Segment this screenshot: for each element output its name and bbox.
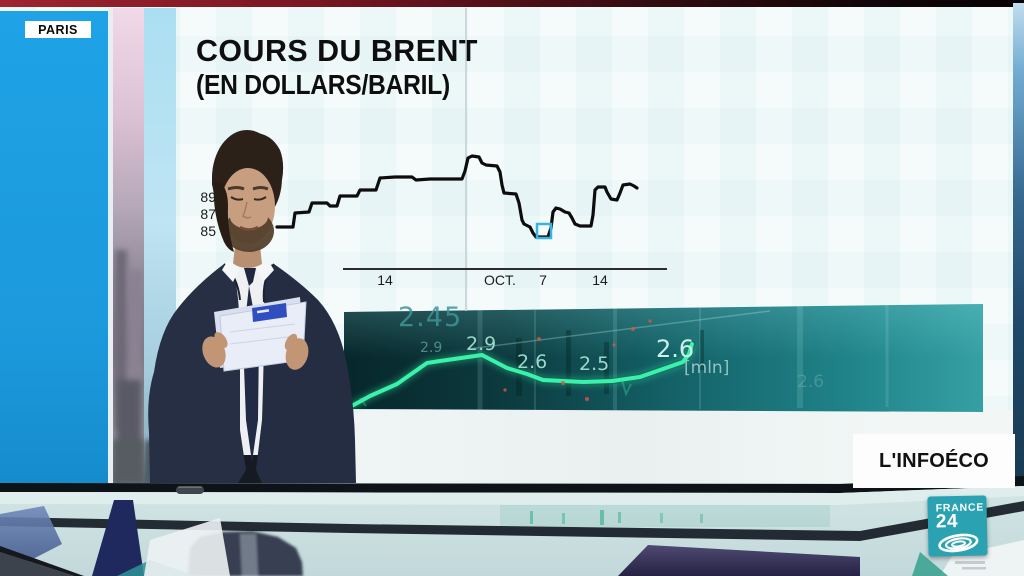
ticker-candle-noise [516,330,704,396]
presenter-eyebrow-left [227,186,245,191]
ticker-gridlines [477,305,889,410]
notes-back-sheet [214,297,304,368]
presenter-reflection [188,531,303,576]
ticker-labels: 2.45 2.9 2.9 2.6 2.5 2.6 [mln] 2.6 [398,302,824,392]
chart-title: COURS DU BRENT [196,33,478,68]
desk-faint-marks [955,561,986,570]
ticker-band-sheen [344,304,983,412]
ticker-trendline [467,310,771,350]
notes-logo-text-mark [256,309,270,314]
right-edge-strip [1013,3,1024,490]
low-point-marker [535,222,553,240]
brent-price-line [275,154,639,239]
panel-gap [108,8,113,483]
desk-remote-object [176,486,204,494]
building-silhouette [117,380,141,450]
presenter-notes [214,297,307,372]
ticker-green-noise [359,379,632,407]
presenter-eye-right [253,196,267,201]
ticker-label: 2.6 [656,335,694,363]
x-tick-label: 7 [539,272,547,288]
x-tick-label: 14 [377,272,393,288]
building-silhouette [144,440,164,483]
collar-right [256,260,274,282]
y-tick-label: 89 [200,189,216,205]
studio-blue-panel [0,11,108,483]
program-label-bold: ÉCO [945,449,989,472]
presenter-mouth [239,225,259,231]
notes-text-line [229,323,296,333]
desk-corner-shadow [0,552,74,576]
presenter-head [211,130,284,282]
presenter-nose [242,201,252,219]
presenter-hair-fringe [211,132,284,194]
ticker-label: 2.45 [398,302,462,333]
building-silhouette [113,440,144,483]
desk-purple-reflection [618,545,860,576]
desk-white-wedge [144,518,230,576]
presenter-hair-side [213,182,234,252]
program-label-box: L'INFO ÉCO [853,434,1015,488]
location-tag-label: PARIS [38,22,78,37]
jacket-lapel-line [223,263,241,301]
city-window-strip [113,8,144,483]
notes-text-line [229,335,297,345]
sky-window-strip [144,8,176,483]
desk-teal-sliver [117,560,196,576]
desk-corner-edge-line [0,546,84,576]
ticker-label: 2.9 [420,340,442,356]
presenter-neck [233,246,262,268]
notes-front-sheet [219,301,307,372]
desk-navy-stripe [92,500,144,576]
ticker-label: 2.6 [797,372,824,392]
presenter-hands [202,332,309,370]
presenter-eye-left [230,196,244,201]
chart-subtitle: (EN DOLLARS/BARIL) [196,69,450,100]
notes-blue-logo [252,303,287,322]
ticker-unit-label: [mln] [684,358,729,378]
presenter-beard [224,210,274,252]
x-tick-label: OCT. [484,272,516,288]
y-axis-labels: 89 87 85 [200,189,216,239]
desk-blue-wedge [0,506,62,576]
studio-desk [0,476,1024,576]
program-label-regular: L'INFO [879,449,945,472]
jacket-lapel-line [262,263,275,303]
desk-front-edge-bar [0,501,1024,541]
ticker-label: 2.5 [579,353,609,375]
ticker-line-shadow [346,340,696,411]
desk-light-band [0,486,1024,505]
channel-logo: FRANCE 24 [927,495,988,557]
ticker-label: 2.9 [466,333,496,355]
y-tick-label: 87 [200,206,216,222]
x-tick-label: 14 [592,272,608,288]
ticker-reflection-glow [500,505,830,527]
ticker-label: 2.6 [517,351,547,373]
collar-left [222,260,240,282]
channel-logo-swirl-icon [938,533,979,553]
x-axis-labels: 14 OCT. 7 14 [377,272,608,288]
presenter-eyebrow-right [252,186,269,191]
location-tag: PARIS [25,21,91,38]
chart-title-block: COURS DU BRENT (EN DOLLARS/BARIL) [196,33,526,101]
top-red-bar [0,0,1024,7]
ticker-reflection-ticks [530,510,703,525]
desk-surface [0,483,1024,576]
presenter-cheeks [230,205,268,229]
ticker-line [348,342,694,409]
ticker-band: 2.45 2.9 2.9 2.6 2.5 2.6 [mln] 2.6 [344,302,983,412]
ticker-red-dots [503,319,652,401]
presenter-hair-back [212,130,282,226]
ticker-band-surface [344,304,983,412]
presenter-face [221,168,275,244]
y-tick-label: 85 [200,223,216,239]
